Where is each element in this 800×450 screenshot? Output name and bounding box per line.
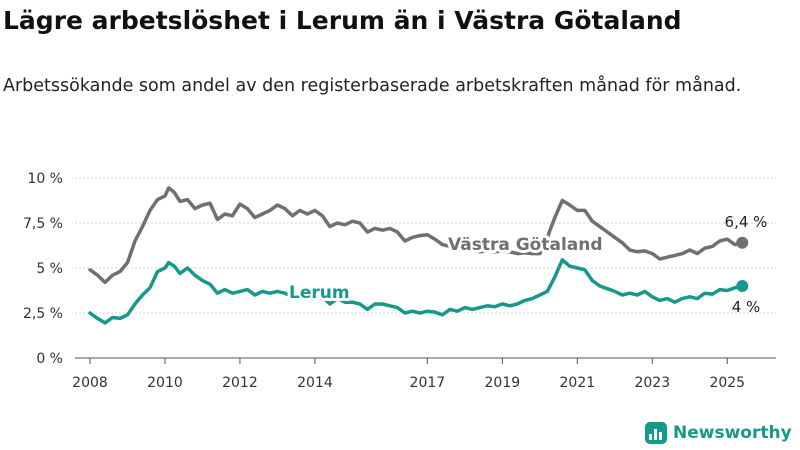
x-tick-label: 2017 — [410, 375, 446, 391]
x-tick-label: 2010 — [147, 375, 183, 391]
chart-title: Lägre arbetslöshet i Lerum än i Västra G… — [3, 6, 682, 35]
brand-name: Newsworthy — [673, 423, 792, 443]
x-tick-label: 2008 — [72, 375, 108, 391]
x-tick-label: 2025 — [709, 375, 745, 391]
end-value-label-lerum: 4 % — [732, 298, 761, 316]
x-tick-label: 2023 — [634, 375, 670, 391]
brand-logo: Newsworthy — [645, 420, 792, 446]
series-line-vastra-gotaland — [88, 186, 745, 285]
y-tick-label: 7,5 % — [23, 216, 63, 232]
x-tick-label: 2014 — [297, 375, 333, 391]
y-tick-label: 5 % — [36, 261, 63, 277]
x-tick-label: 2019 — [485, 375, 521, 391]
series-line-lerum — [88, 258, 745, 325]
series-label-lerum: Lerum — [289, 283, 350, 303]
bar-chart-logo-icon — [645, 422, 667, 444]
end-value-label-vastra-gotaland: 6,4 % — [725, 213, 768, 231]
x-tick-label: 2021 — [560, 375, 596, 391]
y-tick-label: 10 % — [27, 171, 63, 187]
series-end-marker — [736, 236, 749, 249]
chart-subtitle: Arbetssökande som andel av den registerb… — [3, 76, 742, 96]
x-tick-label: 2012 — [222, 375, 258, 391]
y-tick-label: 0 % — [36, 351, 63, 367]
y-tick-label: 2,5 % — [23, 306, 63, 322]
series-end-marker — [736, 280, 749, 292]
series-label-vastra-gotaland: Västra Götaland — [448, 235, 603, 255]
